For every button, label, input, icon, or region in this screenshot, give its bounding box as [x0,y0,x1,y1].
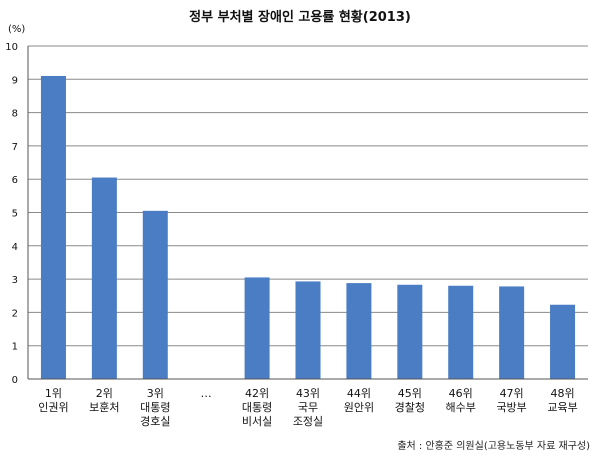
x-tick-label: 교육부 [547,401,577,414]
bar [550,304,576,379]
x-tick-label: … [201,387,212,400]
source-note: 출처 : 안홍준 의원실(고용노동부 자료 재구성) [397,441,590,452]
x-tick-label: 조정실 [293,415,323,428]
x-tick-label: 해수부 [446,400,476,414]
x-tick-label: 경찰청 [395,401,425,414]
y-tick-label: 1 [12,342,18,353]
chart-title: 정부 부처별 장애인 고용률 현황(2013) [189,10,411,25]
x-tick-label: 45위 [398,387,422,400]
bar [499,286,525,379]
x-tick-label: 1위 [45,387,62,400]
bar [448,285,474,379]
x-tick-label: 47위 [500,387,524,400]
x-tick-label: 인권위 [38,401,68,414]
bar [40,75,66,379]
y-tick-label: 4 [12,242,18,253]
x-tick-label: 42위 [245,387,269,400]
y-tick-label: 7 [12,142,18,153]
x-tick-label: 국무 [298,401,318,414]
x-tick-label: 3위 [147,387,164,400]
x-tick-label: 43위 [296,387,320,400]
y-tick-label: 8 [12,109,18,120]
y-axis-unit: (%) [8,24,26,35]
x-tick-label: 46위 [449,387,473,400]
y-tick-label: 3 [12,275,18,286]
bar [397,284,423,379]
x-tick-label: 보훈처 [89,401,119,414]
y-tick-label: 10 [5,42,18,53]
y-tick-label: 9 [12,75,18,86]
x-tick-label: 대통령 [242,401,272,414]
x-tick-label: 국방부 [496,401,526,414]
bar [295,281,321,379]
y-tick-label: 5 [12,209,18,220]
y-tick-label: 6 [12,175,18,186]
x-tick-label: 원안위 [344,401,374,414]
y-tick-label: 0 [12,375,18,386]
x-tick-label: 44위 [347,387,371,400]
x-tick-label: 비서실 [242,415,272,428]
x-tick-label: 48위 [550,387,574,400]
bar [142,210,168,379]
bar [346,283,372,379]
y-tick-label: 2 [12,308,18,319]
x-tick-label: 2위 [96,387,113,400]
x-tick-label: 대통령 [140,401,170,414]
bar [91,177,117,379]
bar [244,277,270,379]
x-tick-label: 경호실 [140,415,170,428]
